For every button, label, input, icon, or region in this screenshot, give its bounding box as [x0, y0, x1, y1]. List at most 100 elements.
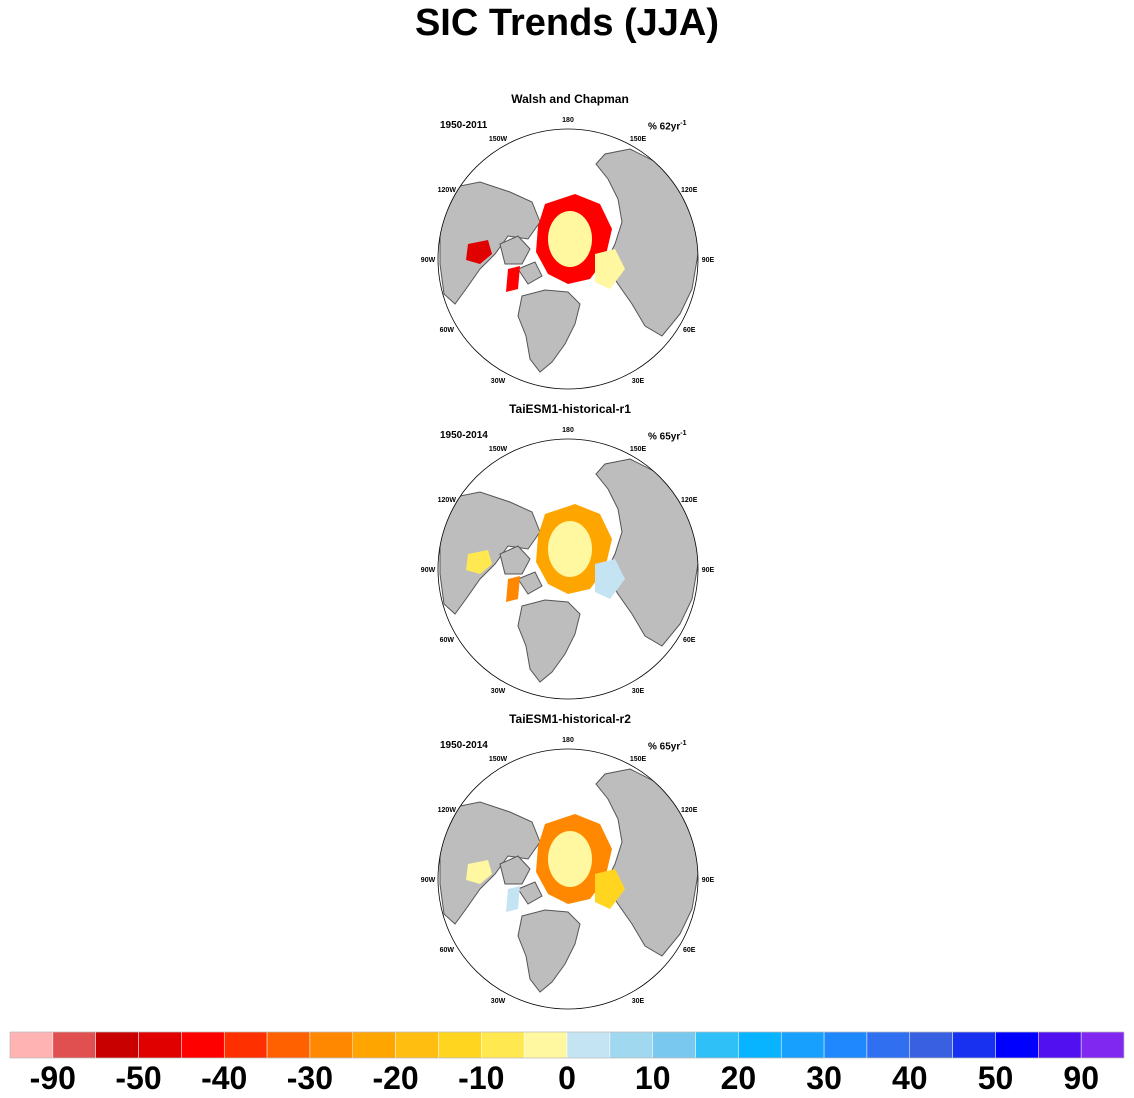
land-mass: [595, 458, 698, 647]
colorbar-swatch: [95, 1031, 139, 1059]
longitude-label: 180: [562, 737, 574, 744]
colorbar-tick-label: 0: [558, 1060, 576, 1095]
longitude-label: 180: [562, 117, 574, 124]
map-border: [437, 748, 699, 1010]
land-mass: [517, 289, 581, 373]
longitude-label: 30E: [632, 688, 645, 695]
sea-ice-trend-area: [595, 559, 625, 599]
colorbar-swatch: [866, 1031, 911, 1059]
land-mass: [517, 261, 543, 285]
colorbar-tick-label: -30: [287, 1060, 333, 1095]
colorbar-swatch: [1080, 1031, 1125, 1059]
longitude-label: 120W: [438, 497, 457, 504]
longitude-label: 90E: [702, 257, 715, 264]
colorbar: -90 -50 -40 -30 -20 -10 0 10 20 30 40 50 90: [9, 1031, 1125, 1095]
longitude-label: 120E: [681, 497, 698, 504]
longitude-label: 120E: [681, 807, 698, 814]
longitude-label: 60W: [440, 637, 455, 644]
longitude-label: 60W: [440, 327, 455, 334]
panel-title: TaiESM1-historical-r2: [509, 712, 631, 726]
longitude-label: 30W: [491, 688, 506, 695]
sea-ice-trend-area: [595, 869, 625, 909]
panel-title: Walsh and Chapman: [511, 92, 629, 106]
longitude-label: 150E: [630, 446, 647, 453]
land-mass: [517, 571, 543, 595]
longitude-label: 90E: [702, 877, 715, 884]
period-label: 1950-2014: [440, 740, 488, 751]
colorbar-swatch: [566, 1031, 611, 1059]
colorbar-swatch: [695, 1031, 739, 1059]
longitude-label: 60W: [440, 947, 455, 954]
colorbar-swatch: [481, 1031, 525, 1059]
longitude-label: 150E: [630, 756, 647, 763]
map-panel-r2: TaiESM1-historical-r2 1950-2014 % 65yr-1…: [400, 712, 740, 1012]
longitude-label: 90W: [421, 567, 436, 574]
colorbar-swatch: [609, 1031, 653, 1059]
longitude-label: 90W: [421, 257, 436, 264]
longitude-label: 30W: [491, 378, 506, 385]
longitude-label: 60E: [683, 327, 696, 334]
polar-map: 180150E120E90E60E30E030W60W90W120W150W: [421, 427, 715, 700]
land-mass: [595, 148, 698, 337]
sea-ice-trend-area: [466, 860, 492, 884]
colorbar-swatch: [266, 1031, 311, 1059]
figure-title: SIC Trends (JJA): [414, 2, 720, 44]
colorbar-swatch: [9, 1031, 54, 1059]
colorbar-swatch: [952, 1031, 996, 1059]
colorbar-swatch: [823, 1031, 868, 1059]
land-mass: [499, 545, 531, 575]
sea-ice-trend-area: [506, 266, 520, 292]
longitude-label: 60E: [683, 947, 696, 954]
colorbar-tick-label: -90: [30, 1060, 76, 1095]
colorbar-swatch: [309, 1031, 354, 1059]
colorbar-swatch: [438, 1031, 482, 1059]
longitude-label: 180: [562, 427, 574, 434]
sea-ice-trend-area: [506, 886, 520, 912]
map-border: [437, 438, 699, 700]
period-label: 1950-2011: [440, 120, 488, 131]
sea-ice-trend-area: [548, 211, 592, 267]
land-mass: [439, 491, 541, 615]
colorbar-swatch: [652, 1031, 696, 1059]
longitude-label: 120W: [438, 187, 457, 194]
colorbar-frame: [9, 1031, 1125, 1059]
colorbar-swatch: [909, 1031, 953, 1059]
sea-ice-trend-area: [466, 550, 492, 574]
longitude-label: 90E: [702, 567, 715, 574]
land-mass: [439, 801, 541, 925]
sea-ice-trend-area: [595, 249, 625, 289]
land-mass: [499, 235, 531, 265]
colorbar-tick-label: -50: [115, 1060, 161, 1095]
polar-map: 180150E120E90E60E30E030W60W90W120W150W: [421, 117, 715, 390]
longitude-label: 150W: [489, 756, 508, 763]
colorbar-swatch: [395, 1031, 439, 1059]
longitude-label: 150E: [630, 136, 647, 143]
land-mass: [499, 855, 531, 885]
colorbar-tick-label: 50: [978, 1060, 1014, 1095]
colorbar-swatch: [138, 1031, 182, 1059]
colorbar-swatch: [780, 1031, 825, 1059]
map-panel-walsh: Walsh and Chapman 1950-2011 % 62yr-1 180…: [400, 92, 740, 392]
sea-ice-trend-area: [548, 521, 592, 577]
colorbar-swatch: [738, 1031, 782, 1059]
longitude-label: 30E: [632, 378, 645, 385]
panel-title: TaiESM1-historical-r1: [509, 402, 631, 416]
units-label: % 62yr-1: [648, 120, 687, 133]
land-mass: [439, 181, 541, 305]
colorbar-swatch: [223, 1031, 268, 1059]
colorbar-swatch: [523, 1031, 568, 1059]
units-label: % 65yr-1: [648, 430, 687, 443]
period-label: 1950-2014: [440, 430, 488, 441]
land-mass: [517, 599, 581, 683]
colorbar-tick-label: -20: [372, 1060, 418, 1095]
polar-map: 180150E120E90E60E30E030W60W90W120W150W: [421, 737, 715, 1010]
map-border: [437, 128, 699, 390]
map-panel-r1: TaiESM1-historical-r1 1950-2014 % 65yr-1…: [400, 402, 740, 702]
colorbar-tick-label: 20: [721, 1060, 757, 1095]
colorbar-swatch: [352, 1031, 396, 1059]
colorbar-tick-label: -10: [458, 1060, 504, 1095]
units-label: % 65yr-1: [648, 740, 687, 753]
longitude-label: 120W: [438, 807, 457, 814]
colorbar-tick-label: 40: [892, 1060, 928, 1095]
longitude-label: 150W: [489, 136, 508, 143]
